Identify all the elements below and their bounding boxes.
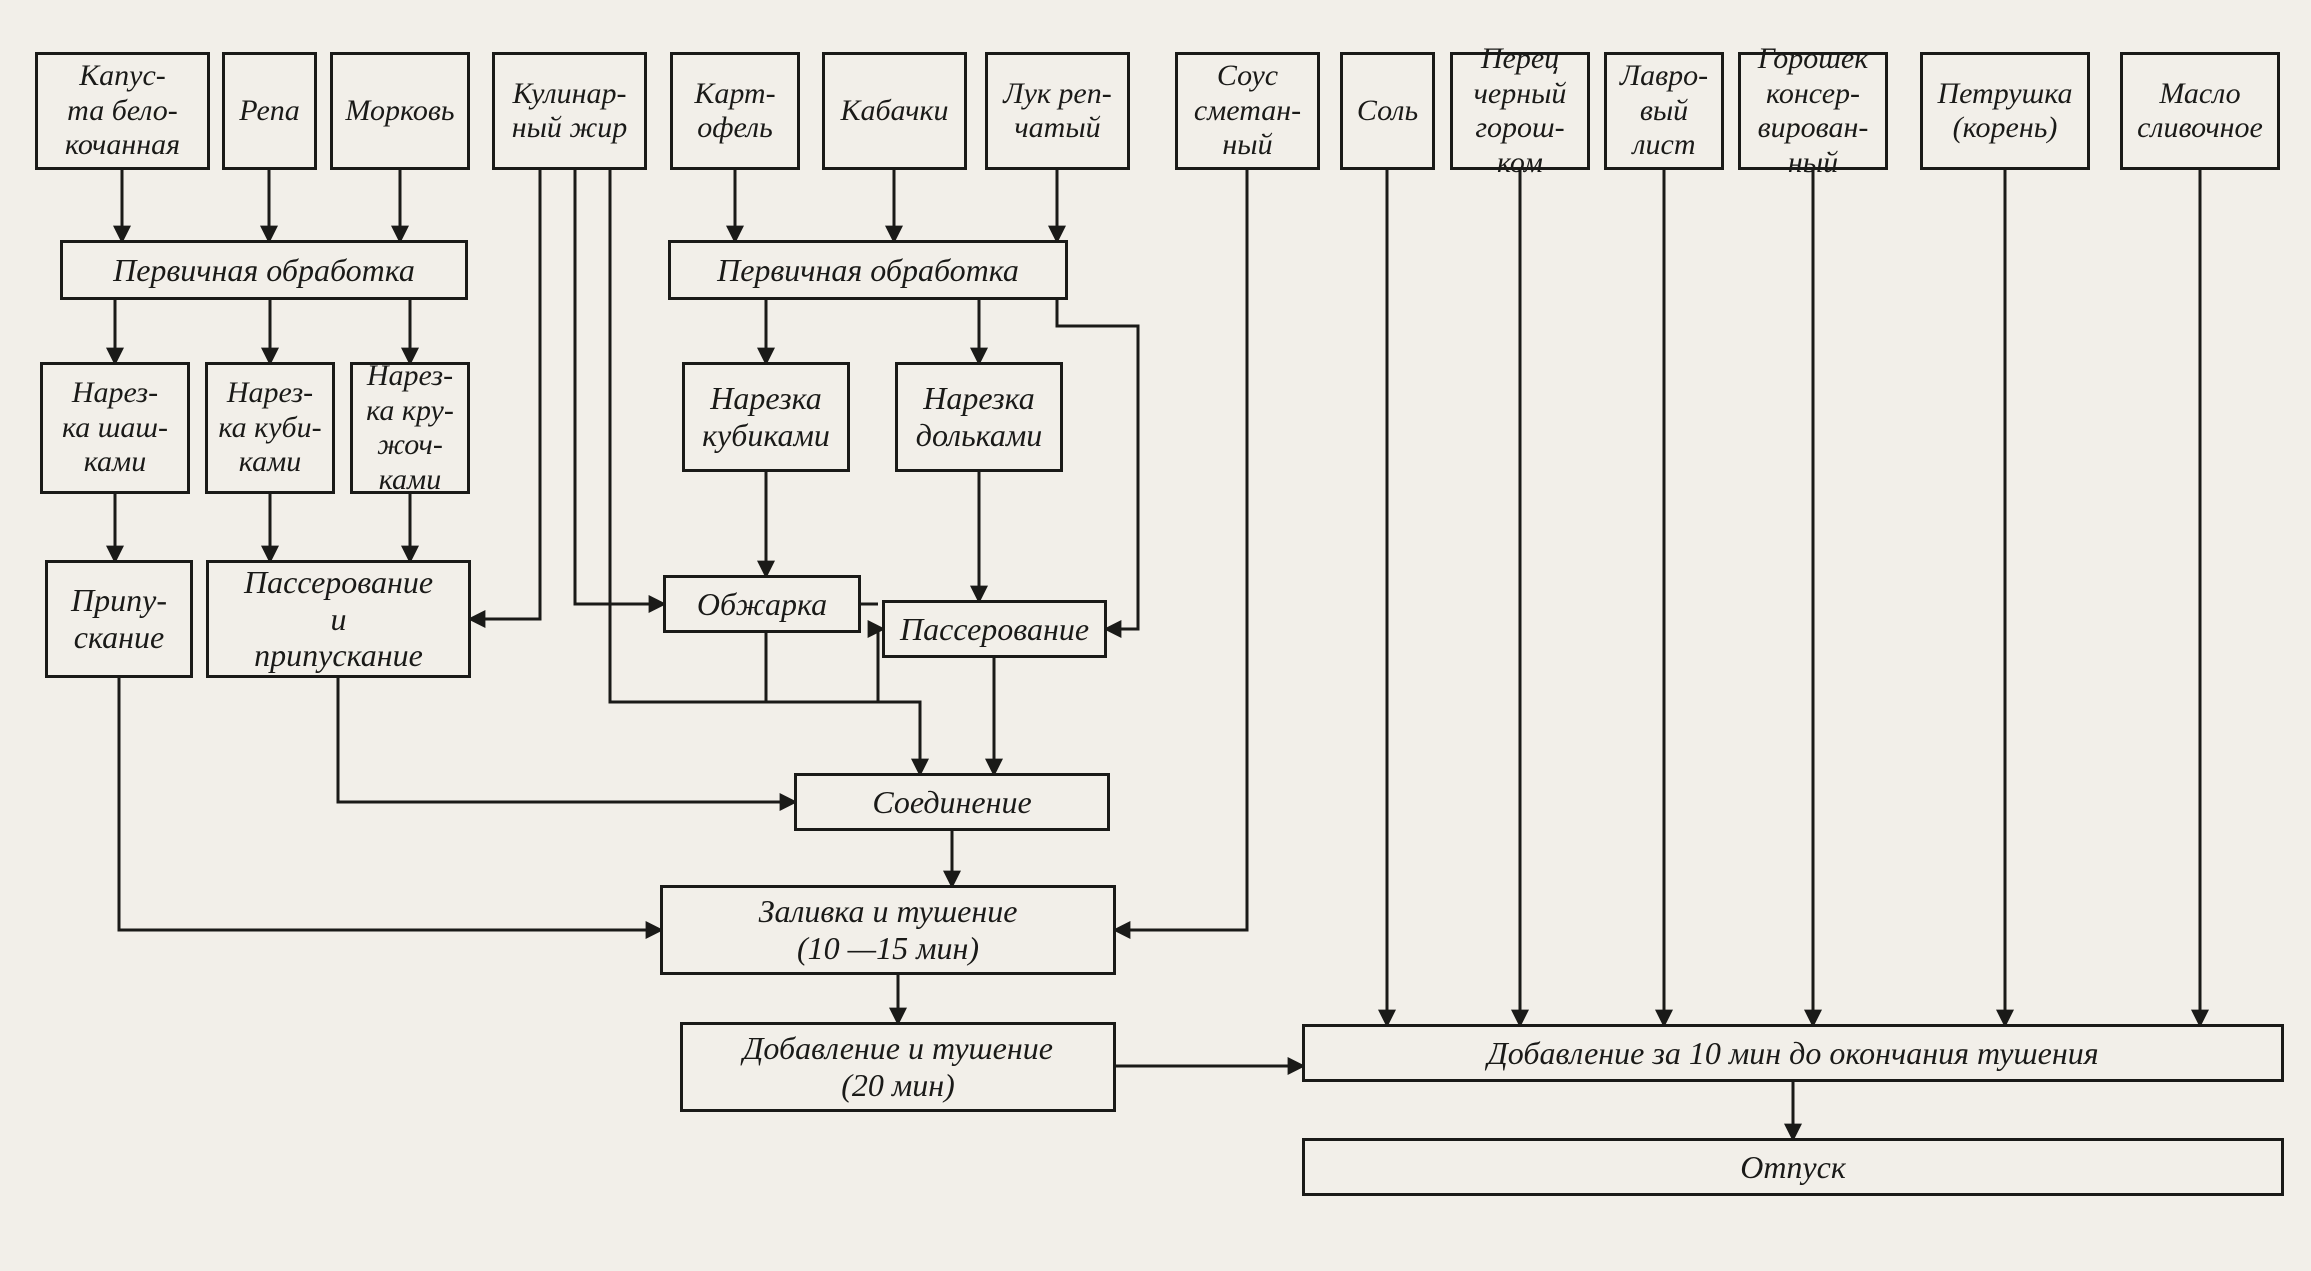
- node-soed: Соединение: [794, 773, 1110, 831]
- node-repa: Репа: [222, 52, 317, 170]
- node-obzharka: Обжарка: [663, 575, 861, 633]
- node-narezka4: Нарезка кубиками: [682, 362, 850, 472]
- node-narezka2: Нарез- ка куби- ками: [205, 362, 335, 494]
- node-sol: Соль: [1340, 52, 1435, 170]
- node-passer1: Пассерование и припускание: [206, 560, 471, 678]
- edge-zhir_b2-obzharka_l: [575, 170, 663, 604]
- node-narezka5: Нарезка дольками: [895, 362, 1063, 472]
- edge-zhir_b1-passer1_r: [471, 170, 540, 619]
- edge-sous_b-zaliv_r: [1116, 170, 1247, 930]
- node-narezka1: Нарез- ка шаш- ками: [40, 362, 190, 494]
- node-narezka3: Нарез- ка кру- жоч- ками: [350, 362, 470, 494]
- node-petrushka: Петрушка (корень): [1920, 52, 2090, 170]
- node-dobav2: Добавление за 10 мин до окончания тушени…: [1302, 1024, 2284, 1082]
- node-goroshek: Горошек консер- вирован- ный: [1738, 52, 1888, 170]
- node-luk: Лук реп- чатый: [985, 52, 1130, 170]
- node-sous: Соус сметан- ный: [1175, 52, 1320, 170]
- edge-pripusk_b-zaliv_l: [119, 678, 660, 930]
- node-perv1: Первичная обработка: [60, 240, 468, 300]
- edge-perv2_b3-passer2_r: [1057, 300, 1138, 629]
- node-perv2: Первичная обработка: [668, 240, 1068, 300]
- node-lavr: Лавро- вый лист: [1604, 52, 1724, 170]
- node-maslo: Масло сливочное: [2120, 52, 2280, 170]
- flowchart-canvas: Капус- та бело- кочаннаяРепаМорковьКулин…: [0, 0, 2311, 1271]
- node-morkov: Морковь: [330, 52, 470, 170]
- node-kartofel: Карт- офель: [670, 52, 800, 170]
- edge-passer1_b-soed_l: [338, 678, 794, 802]
- node-otpusk: Отпуск: [1302, 1138, 2284, 1196]
- node-kapusta: Капус- та бело- кочанная: [35, 52, 210, 170]
- node-pripusk: Припу- скание: [45, 560, 193, 678]
- node-kabachki: Кабачки: [822, 52, 967, 170]
- node-dobav1: Добавление и тушение (20 мин): [680, 1022, 1116, 1112]
- node-passer2: Пассерование: [882, 600, 1107, 658]
- node-zhir: Кулинар- ный жир: [492, 52, 647, 170]
- node-perec: Перец черный горош- ком: [1450, 52, 1590, 170]
- node-zaliv: Заливка и тушение (10 —15 мин): [660, 885, 1116, 975]
